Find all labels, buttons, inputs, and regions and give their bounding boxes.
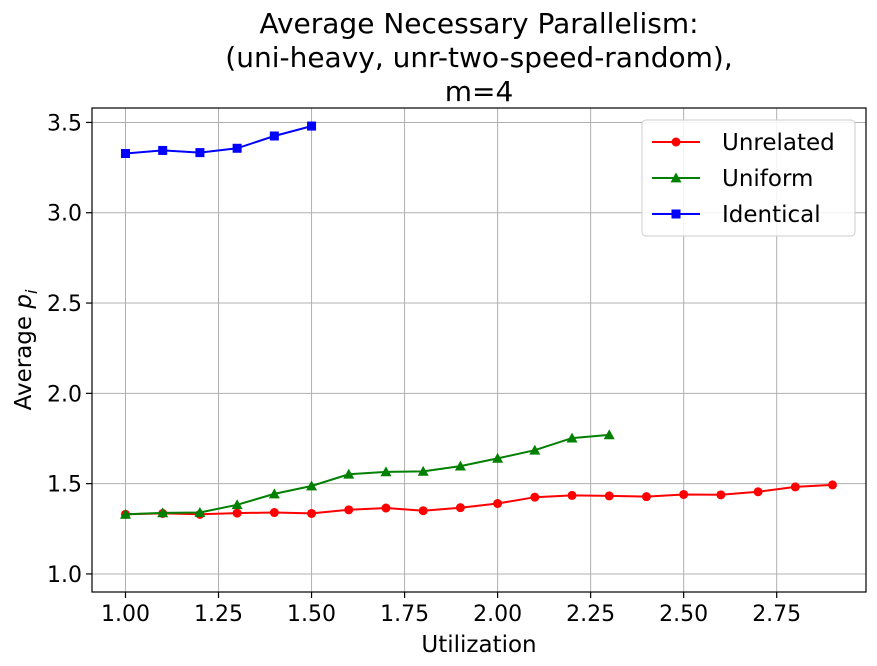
x-tick-label: 2.00 [473, 602, 522, 627]
data-point-unrelated [828, 480, 838, 490]
x-ticks: 1.00 1.25 1.50 1.75 2.00 2.25 2.50 2.75 [101, 592, 801, 627]
data-point-uniform [157, 507, 169, 518]
data-point-uniform [343, 468, 355, 479]
data-point-identical [232, 143, 242, 153]
data-point-unrelated [232, 508, 242, 518]
data-point-uniform [529, 444, 541, 455]
data-point-uniform [454, 460, 466, 471]
data-point-unrelated [418, 506, 428, 516]
x-tick-label: 2.50 [659, 602, 708, 627]
data-point-uniform [417, 465, 429, 476]
y-axis-label-prefix: Average [11, 309, 37, 411]
data-point-unrelated [455, 503, 465, 513]
legend-marker-unrelated [671, 137, 681, 147]
data-point-uniform [306, 480, 318, 491]
x-tick-label: 1.50 [287, 602, 336, 627]
chart-title-line-2: (uni-heavy, unr-two-speed-random), [225, 41, 732, 74]
data-point-uniform [603, 429, 615, 440]
y-axis-label: Average pi [11, 289, 41, 410]
data-point-uniform [268, 488, 280, 499]
data-point-unrelated [344, 505, 354, 515]
legend-marker-uniform [670, 172, 682, 183]
y-axis-label-sub: i [22, 289, 41, 294]
data-point-uniform [492, 452, 504, 463]
data-point-unrelated [530, 492, 540, 502]
y-tick-label: 3.0 [47, 202, 82, 227]
data-point-unrelated [641, 492, 651, 502]
y-tick-label: 1.0 [47, 563, 82, 588]
chart-title-line-1: Average Necessary Parallelism: [259, 7, 698, 40]
x-tick-label: 1.00 [101, 602, 150, 627]
data-point-unrelated [493, 499, 503, 509]
data-point-unrelated [269, 508, 279, 518]
x-axis-label: Utilization [421, 632, 536, 658]
series-line-identical [125, 125, 312, 155]
plot-frame [91, 107, 867, 593]
x-tick-label: 1.25 [194, 602, 243, 627]
data-point-identical [195, 148, 205, 158]
legend-label-identical: Identical [722, 202, 821, 228]
y-tick-label: 2.5 [47, 292, 82, 317]
legend-label-uniform: Uniform [722, 166, 813, 192]
series-unrelated [120, 480, 838, 519]
data-point-unrelated [716, 490, 726, 500]
series-layer [119, 121, 838, 519]
data-point-unrelated [753, 487, 763, 497]
legend-marker-identical [671, 209, 681, 219]
legend-label-unrelated: Unrelated [722, 130, 835, 156]
x-tick-label: 2.75 [752, 602, 801, 627]
y-axis-label-var: p [11, 294, 37, 310]
data-point-unrelated [567, 490, 577, 500]
legend: Unrelated Uniform Identical [641, 119, 856, 237]
y-tick-label: 2.0 [47, 382, 82, 407]
x-tick-label: 1.75 [380, 602, 429, 627]
data-point-identical [307, 121, 317, 131]
data-point-uniform [231, 499, 243, 510]
data-point-uniform [119, 508, 131, 519]
series-uniform [119, 429, 615, 519]
data-point-uniform [380, 466, 392, 477]
series-identical [120, 121, 317, 159]
x-tick-label: 2.25 [566, 602, 615, 627]
chart-title-line-3: m=4 [445, 75, 514, 108]
data-point-unrelated [790, 482, 800, 492]
data-point-unrelated [307, 508, 317, 518]
y-ticks: 1.0 1.5 2.0 2.5 3.0 3.5 [47, 111, 92, 588]
data-point-identical [158, 145, 168, 155]
data-point-identical [120, 149, 130, 159]
series-line-unrelated [125, 483, 833, 516]
data-point-unrelated [679, 489, 689, 499]
data-point-unrelated [604, 491, 614, 501]
data-point-identical [269, 131, 279, 141]
series-line-uniform [125, 433, 610, 516]
y-tick-label: 1.5 [47, 473, 82, 498]
data-point-uniform [566, 432, 578, 443]
data-point-uniform [194, 507, 206, 517]
legend-box [641, 119, 856, 237]
data-point-unrelated [381, 503, 391, 513]
y-tick-label: 3.5 [47, 111, 82, 136]
